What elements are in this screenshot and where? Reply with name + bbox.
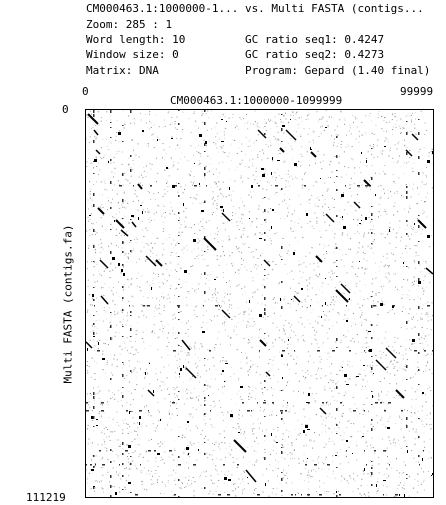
diagonal-match [265, 371, 271, 377]
diagonal-match [259, 339, 267, 347]
repeat-bands [86, 110, 433, 497]
diagonal-match [263, 259, 271, 267]
diagonal-match [120, 229, 129, 237]
word-length-text: Word length: 10 [86, 33, 186, 46]
zoom-text: Zoom: 285 : 1 [86, 18, 173, 31]
diagonal-match [353, 201, 361, 209]
diagonal-match [145, 255, 157, 267]
diagonal-match [95, 149, 101, 155]
x-axis-end-label: 99999 [400, 85, 434, 98]
match-diagonals [86, 113, 433, 483]
diagonal-match [335, 289, 349, 303]
diagonal-match [310, 151, 317, 158]
gc-ratio-seq1-text: GC ratio seq1: 0.4247 [245, 33, 385, 46]
title-line: CM000463.1:1000000-1... vs. Multi FASTA … [86, 2, 424, 15]
diagonal-match [137, 183, 143, 190]
diagonal-match [87, 113, 99, 125]
y-axis-start-label: 0 [62, 103, 69, 116]
diagonal-match [285, 129, 297, 141]
x-axis-title: CM000463.1:1000000-1099999 [170, 94, 343, 107]
window-size-text: Window size: 0 [86, 48, 179, 61]
diagonal-match [425, 267, 433, 275]
diagonal-match [93, 129, 99, 136]
diagonal-match [115, 219, 125, 229]
y-axis-title: Multi FASTA (contigs.fa) [61, 224, 75, 384]
diagonal-match [203, 237, 217, 251]
diagonal-match [233, 439, 247, 453]
diagonal-match [319, 407, 327, 415]
diagonal-match [375, 359, 387, 371]
diagonal-match [315, 255, 323, 263]
diagonal-match [411, 133, 419, 141]
x-axis-start-label: 0 [82, 85, 89, 98]
diagonal-match [97, 207, 105, 215]
dotplot-canvas[interactable] [85, 109, 434, 498]
diagonal-match [147, 389, 155, 397]
diagonal-match [221, 212, 231, 222]
diagonal-match [340, 283, 351, 294]
diagonal-match [395, 389, 405, 399]
diagonal-match [417, 219, 427, 229]
diagonal-match [405, 149, 413, 157]
matrix-text: Matrix: DNA [86, 64, 159, 77]
diagonal-match [279, 147, 285, 153]
diagonal-match [221, 309, 231, 319]
diagonal-match [245, 469, 257, 483]
diagonal-match [155, 259, 163, 267]
diagonal-match [131, 221, 137, 228]
diagonal-match [325, 213, 335, 223]
diagonal-match [86, 341, 93, 349]
match-blocks [87, 119, 433, 497]
diagonal-match [100, 295, 109, 305]
diagonal-match [257, 129, 267, 139]
gc-ratio-seq2-text: GC ratio seq2: 0.4273 [245, 48, 385, 61]
program-text: Program: Gepard (1.40 final) [245, 64, 431, 77]
noise-dots [86, 110, 433, 497]
dotplot-svg [86, 110, 433, 497]
diagonal-match [185, 367, 197, 379]
y-axis-end-label: 111219 [26, 491, 66, 504]
diagonal-match [385, 347, 397, 359]
diagonal-match [99, 259, 109, 269]
diagonal-match [363, 179, 371, 187]
diagonal-match [293, 295, 301, 303]
diagonal-match [181, 339, 191, 351]
